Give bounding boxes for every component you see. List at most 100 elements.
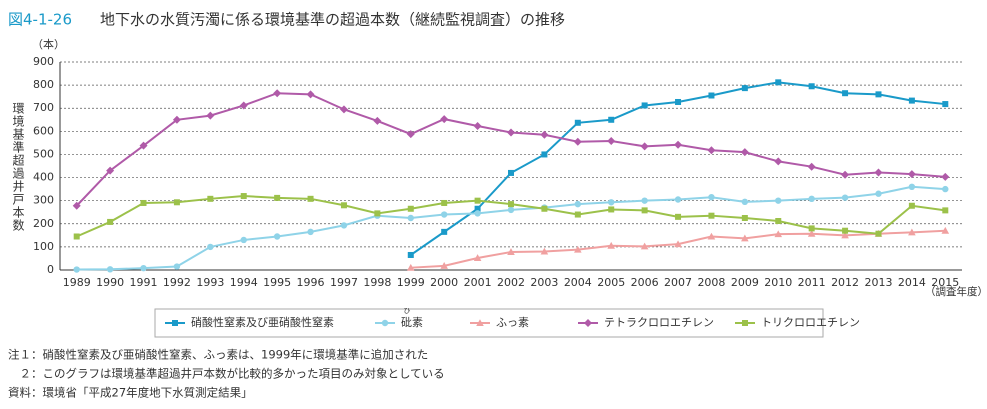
x-tick-label: 1993 [196, 276, 224, 289]
marker [708, 194, 715, 201]
legend-box [154, 308, 824, 338]
marker [407, 251, 414, 258]
x-tick-label: 1990 [96, 276, 124, 289]
marker [240, 193, 247, 200]
chart-title: 地下水の水質汚濁に係る環境基準の超過本数（継続監視調査）の推移 [100, 11, 565, 29]
x-tick-label: 2003 [530, 276, 558, 289]
marker [173, 263, 181, 270]
marker [240, 236, 247, 244]
x-tick-label: 2002 [497, 276, 525, 289]
marker [106, 166, 115, 175]
marker [73, 266, 80, 273]
marker [808, 225, 815, 232]
marker [473, 122, 482, 131]
marker [842, 227, 849, 234]
marker [708, 92, 715, 99]
marker [140, 264, 147, 272]
marker [841, 231, 849, 239]
marker [942, 101, 949, 108]
marker [72, 201, 81, 210]
x-tick-label: 1994 [230, 276, 258, 289]
marker [340, 202, 347, 209]
marker [807, 162, 816, 171]
marker [675, 213, 682, 220]
marker [775, 197, 782, 204]
x-tick-label: 2006 [631, 276, 659, 289]
marker [674, 196, 682, 203]
marker [942, 207, 949, 214]
marker [541, 205, 548, 212]
marker [140, 199, 147, 206]
x-tick-label: 2004 [564, 276, 592, 289]
y-tick-label: 200 [33, 217, 54, 230]
marker [875, 190, 882, 197]
marker [440, 211, 448, 218]
legend-ruby: ひ [404, 307, 411, 315]
marker [476, 319, 484, 326]
marker [708, 212, 715, 219]
marker [941, 172, 950, 181]
marker [774, 157, 783, 166]
marker [841, 194, 849, 201]
marker [741, 215, 748, 221]
marker [139, 141, 148, 150]
marker [641, 207, 648, 214]
marker [474, 205, 481, 212]
marker [707, 146, 716, 155]
marker [106, 266, 114, 273]
x-tick-label: 2014 [898, 276, 926, 289]
marker [808, 195, 815, 203]
marker [740, 148, 749, 157]
marker [73, 233, 80, 240]
x-tick-label: 1995 [263, 276, 291, 289]
marker [172, 115, 181, 124]
y-unit: （本） [32, 37, 65, 51]
marker [507, 248, 515, 255]
marker [674, 140, 683, 149]
marker [273, 89, 282, 98]
marker [807, 229, 816, 237]
x-tick-label: 2010 [764, 276, 792, 289]
x-tick-label: 1992 [163, 276, 191, 289]
marker [274, 194, 281, 201]
marker [607, 137, 616, 146]
y-axis-label: 環境基準超過井戸本数 [11, 102, 25, 232]
note: 資料：環境省「平成27年度地下水質測定結果」 [8, 386, 253, 400]
marker [440, 262, 448, 269]
x-tick-label: 1998 [363, 276, 391, 289]
marker [381, 319, 389, 327]
x-tick-label: 2008 [697, 276, 725, 289]
marker [941, 226, 950, 234]
marker [574, 200, 582, 208]
marker [239, 101, 248, 110]
marker [407, 214, 414, 222]
marker [608, 199, 615, 206]
note: 注１：硝酸性窒素及び亜硝酸性窒素、ふっ素は、1999年に環境基準に追加された [8, 348, 428, 362]
marker [307, 195, 314, 202]
marker [573, 137, 582, 146]
marker [473, 254, 482, 261]
marker [742, 320, 748, 326]
y-tick-label: 900 [33, 55, 54, 68]
y-tick-label: 500 [33, 147, 54, 160]
x-tick-label: 2005 [597, 276, 625, 289]
x-tick-label: 1996 [297, 276, 325, 289]
x-tick-label: 1997 [330, 276, 358, 289]
marker [808, 83, 815, 90]
legend-label: ふっ素 [496, 316, 529, 329]
marker [507, 206, 515, 214]
marker [440, 115, 449, 124]
marker [674, 240, 682, 248]
y-tick-label: 100 [33, 240, 54, 253]
marker [474, 197, 481, 204]
x-tick-label: 2001 [464, 276, 492, 289]
marker [775, 79, 782, 86]
marker [507, 128, 515, 137]
marker [874, 168, 883, 177]
marker [340, 222, 348, 229]
marker [584, 319, 592, 327]
x-tick-label: 2011 [798, 276, 826, 289]
marker [407, 205, 414, 212]
y-tick-label: 700 [33, 101, 54, 114]
